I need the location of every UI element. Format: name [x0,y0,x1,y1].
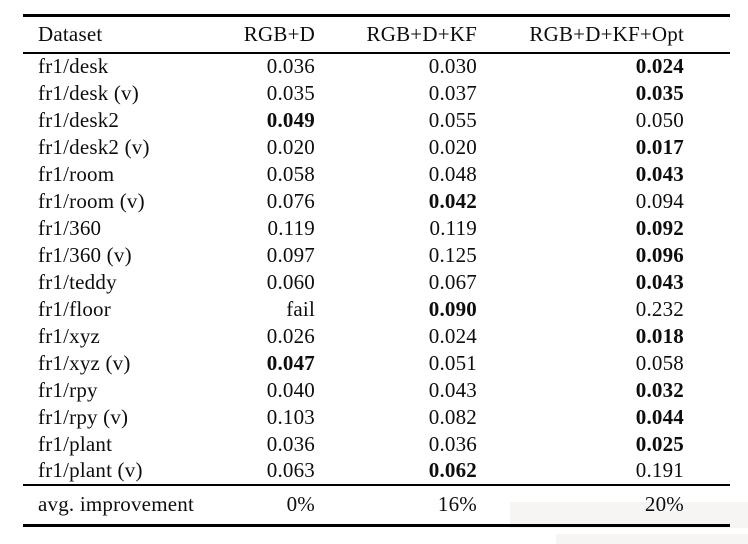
value-cell: 0.035 [266,80,315,105]
value-cell: 0.025 [635,431,684,456]
footer-value: 16% [437,492,477,517]
value-cell: 0.049 [266,107,315,132]
value-cell: 0.044 [635,404,684,429]
value-cell: 0.024 [635,54,684,78]
dataset-cell: fr1/room (v) [38,188,145,213]
footer-row: avg. improvement 0% 16% 20% [23,484,730,526]
dataset-cell: fr1/desk (v) [38,80,139,105]
value-cell: 0.048 [428,161,477,186]
dataset-cell: fr1/teddy [38,269,117,294]
dataset-cell: fr1/rpy [38,377,98,402]
value-cell: 0.020 [428,134,477,159]
value-cell: 0.058 [266,161,315,186]
value-cell: 0.051 [428,350,477,375]
table-row: fr1/teddy 0.060 0.067 0.043 [23,269,730,296]
value-cell: 0.096 [635,242,684,267]
table-row: fr1/desk2 0.049 0.055 0.050 [23,107,730,134]
table-row: fr1/room 0.058 0.048 0.043 [23,161,730,188]
value-cell: 0.232 [635,296,684,321]
value-cell: 0.032 [635,377,684,402]
value-cell: 0.036 [266,54,315,78]
column-header-rgbd-kf-opt: RGB+D+KF+Opt [529,21,684,46]
dataset-cell: fr1/360 (v) [38,242,132,267]
dataset-cell: fr1/desk2 [38,107,120,132]
value-cell: 0.097 [266,242,315,267]
value-cell: 0.191 [635,458,684,482]
table-row: fr1/plant (v) 0.063 0.062 0.191 [23,458,730,485]
value-cell: 0.026 [266,323,315,348]
value-cell: 0.055 [428,107,477,132]
value-cell: 0.042 [428,188,477,213]
value-cell: 0.119 [267,215,315,240]
table-row: fr1/rpy (v) 0.103 0.082 0.044 [23,404,730,431]
value-cell: 0.060 [266,269,315,294]
dataset-cell: fr1/xyz [38,323,101,348]
value-cell: 0.063 [266,458,315,482]
value-cell: 0.036 [428,431,477,456]
dataset-cell: fr1/rpy (v) [38,404,129,429]
value-cell: 0.040 [266,377,315,402]
value-cell: 0.043 [635,269,684,294]
value-cell: 0.017 [635,134,684,159]
table-row: fr1/xyz (v) 0.047 0.051 0.058 [23,350,730,377]
value-cell: 0.047 [266,350,315,375]
dataset-cell: fr1/plant (v) [38,458,143,482]
column-header-rgbd: RGB+D [243,21,315,46]
value-cell: 0.067 [428,269,477,294]
value-cell: 0.024 [428,323,477,348]
dataset-cell: fr1/plant [38,431,113,456]
table-row: fr1/plant 0.036 0.036 0.025 [23,431,730,458]
table-row: fr1/desk2 (v) 0.020 0.020 0.017 [23,134,730,161]
column-header-dataset: Dataset [38,21,103,46]
value-cell: 0.043 [635,161,684,186]
value-cell: 0.103 [266,404,315,429]
value-cell: 0.119 [429,215,477,240]
scan-artifact [556,534,748,544]
value-cell: 0.062 [428,458,477,482]
dataset-cell: fr1/desk [38,54,109,78]
value-cell: 0.094 [635,188,684,213]
value-cell: fail [286,296,315,321]
dataset-cell: fr1/room [38,161,115,186]
dataset-cell: fr1/floor [38,296,111,321]
value-cell: 0.082 [428,404,477,429]
value-cell: 0.090 [428,296,477,321]
dataset-cell: fr1/xyz (v) [38,350,131,375]
value-cell: 0.043 [428,377,477,402]
value-cell: 0.050 [635,107,684,132]
value-cell: 0.035 [635,80,684,105]
table-row: fr1/rpy 0.040 0.043 0.032 [23,377,730,404]
value-cell: 0.018 [635,323,684,348]
table-row: fr1/desk 0.036 0.030 0.024 [23,53,730,80]
footer-label: avg. improvement [38,492,194,517]
table-body: fr1/desk 0.036 0.030 0.024 fr1/desk (v) 0.035… [23,53,730,485]
value-cell: 0.030 [428,54,477,78]
table-row: fr1/360 0.119 0.119 0.092 [23,215,730,242]
table-row: fr1/xyz 0.026 0.024 0.018 [23,323,730,350]
header-row: Dataset RGB+D RGB+D+KF RGB+D+KF+Opt [23,16,730,53]
value-cell: 0.036 [266,431,315,456]
dataset-cell: fr1/360 [38,215,102,240]
table-row: fr1/floor fail 0.090 0.232 [23,296,730,323]
results-table: Dataset RGB+D RGB+D+KF RGB+D+KF+Opt fr1/… [23,14,730,527]
paper-table-figure: Dataset RGB+D RGB+D+KF RGB+D+KF+Opt fr1/… [23,14,730,527]
value-cell: 0.020 [266,134,315,159]
value-cell: 0.092 [635,215,684,240]
column-header-rgbd-kf: RGB+D+KF [366,21,477,46]
table-row: fr1/desk (v) 0.035 0.037 0.035 [23,80,730,107]
table-row: fr1/room (v) 0.076 0.042 0.094 [23,188,730,215]
dataset-cell: fr1/desk2 (v) [38,134,150,159]
table-row: fr1/360 (v) 0.097 0.125 0.096 [23,242,730,269]
value-cell: 0.125 [428,242,477,267]
value-cell: 0.037 [428,80,477,105]
value-cell: 0.076 [266,188,315,213]
footer-value: 0% [286,492,315,517]
footer-value: 20% [644,492,684,517]
value-cell: 0.058 [635,350,684,375]
